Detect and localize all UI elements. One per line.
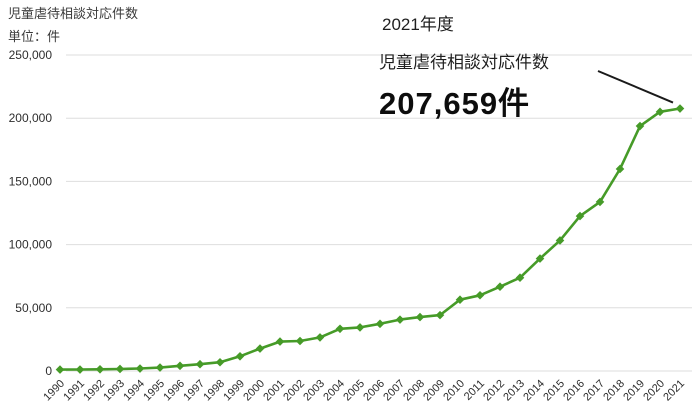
callout-line	[597, 70, 674, 104]
data-point-marker	[535, 254, 545, 263]
data-point-marker	[495, 282, 505, 291]
x-tick-label: 1997	[181, 378, 207, 404]
x-tick-label: 2008	[401, 378, 427, 404]
x-tick-label: 2013	[501, 378, 527, 404]
data-point-marker	[55, 365, 65, 374]
data-point-marker	[435, 310, 445, 320]
data-point-marker	[595, 197, 605, 207]
data-point-marker	[475, 290, 485, 300]
x-tick-label: 1993	[101, 378, 127, 404]
x-tick-label: 2001	[261, 378, 287, 404]
data-point-marker	[575, 211, 585, 221]
x-tick-label: 2016	[561, 378, 587, 404]
data-point-marker	[195, 359, 205, 369]
x-tick-label: 1991	[61, 378, 87, 404]
y-tick-label: 50,000	[15, 301, 52, 315]
series-line	[58, 107, 682, 371]
x-tick-label: 2003	[301, 378, 327, 404]
x-tick-label: 2002	[281, 378, 307, 404]
x-tick-label: 2004	[321, 378, 347, 404]
data-point-marker	[555, 236, 565, 245]
data-point-marker	[95, 364, 105, 374]
chart-header: 児童虐待相談対応件数 単位：件	[8, 2, 138, 48]
data-point-marker	[315, 333, 325, 342]
data-point-marker	[135, 364, 145, 373]
x-tick-label: 2018	[601, 378, 627, 404]
data-point-marker	[295, 336, 305, 346]
data-point-marker	[375, 319, 385, 329]
annotation-year: 2021年度	[382, 15, 454, 34]
x-tick-label: 2017	[581, 378, 607, 404]
annotation-value: 207,659件	[379, 86, 531, 121]
data-point-marker	[335, 324, 345, 334]
x-tick-label: 1996	[161, 378, 187, 404]
data-point-marker	[615, 164, 625, 174]
data-point-marker	[75, 365, 85, 374]
unit-label: 単位：件	[8, 29, 61, 44]
annotation-metric: 児童虐待相談対応件数	[379, 53, 549, 72]
chart-title: 児童虐待相談対応件数	[8, 6, 139, 21]
x-tick-label: 2000	[241, 378, 267, 404]
x-tick-label: 1990	[41, 378, 67, 404]
data-point-marker	[415, 312, 425, 322]
data-point-marker	[235, 351, 245, 361]
y-tick-label: 200,000	[9, 111, 53, 125]
x-tick-label: 2021	[661, 378, 687, 404]
x-tick-label: 2011	[462, 378, 487, 403]
x-tick-label: 2015	[541, 378, 567, 404]
x-tick-label: 2006	[361, 378, 387, 404]
x-tick-label: 1992	[81, 378, 107, 404]
x-tick-label: 2014	[521, 378, 547, 404]
x-tick-label: 1995	[141, 378, 167, 404]
x-tick-label: 2019	[621, 378, 647, 404]
data-point-marker	[275, 337, 285, 346]
x-tick-label: 1999	[221, 378, 247, 404]
data-point-marker	[255, 344, 265, 353]
x-tick-label: 2005	[341, 378, 367, 404]
y-tick-label: 100,000	[9, 238, 53, 252]
x-tick-label: 2012	[481, 378, 507, 404]
data-point-marker	[395, 315, 405, 324]
x-tick-label: 2020	[641, 378, 667, 404]
data-point-marker	[115, 364, 125, 374]
x-tick-label: 1994	[121, 378, 147, 404]
annotation-block: 2021年度 児童虐待相談対応件数 207,659件	[379, 15, 549, 120]
data-point-marker	[515, 273, 525, 283]
data-point-marker	[655, 107, 665, 117]
x-tick-label: 2007	[381, 378, 407, 404]
data-point-marker	[355, 323, 365, 332]
x-tick-label: 1998	[201, 378, 227, 404]
y-tick-label: 250,000	[9, 48, 53, 62]
data-point-marker	[215, 357, 225, 367]
data-point-marker	[155, 363, 165, 372]
data-point-marker	[455, 295, 465, 305]
y-tick-label: 150,000	[9, 174, 53, 188]
y-tick-label: 0	[45, 364, 52, 378]
x-tick-label: 2010	[441, 378, 467, 404]
data-point-marker	[635, 121, 645, 131]
x-tick-label: 2009	[421, 378, 447, 404]
data-point-marker	[175, 361, 185, 371]
data-point-marker	[675, 104, 685, 113]
